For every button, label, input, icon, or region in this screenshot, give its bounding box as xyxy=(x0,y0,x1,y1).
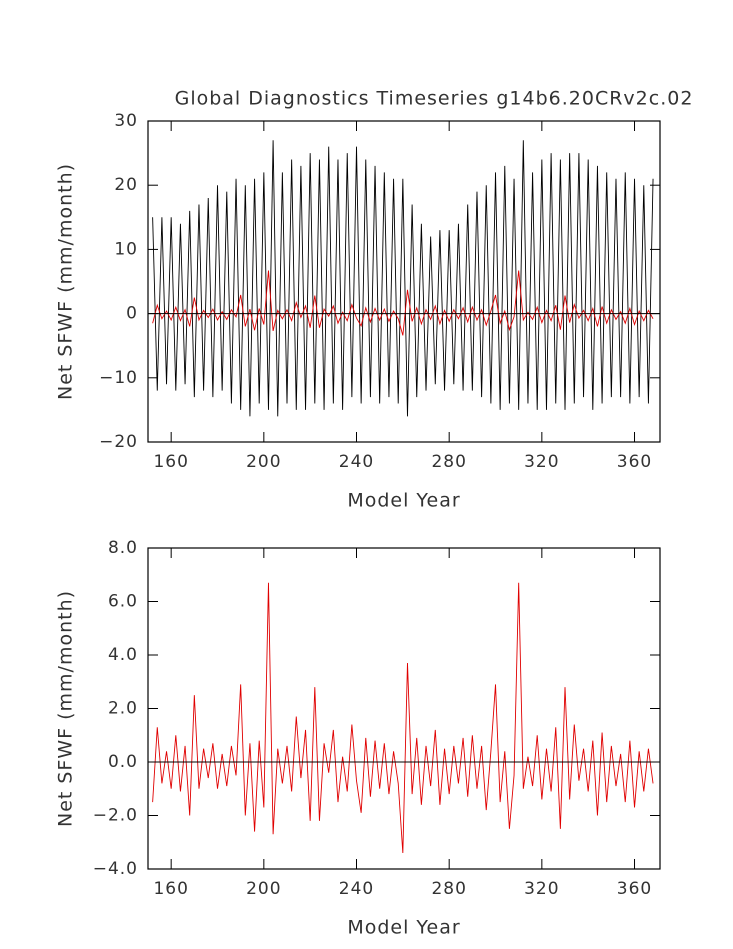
y-tick-label: −2.0 xyxy=(93,806,138,826)
y-tick-label: 20 xyxy=(114,175,138,195)
y-tick-label: 30 xyxy=(114,111,138,131)
y-axis-label: Net SFWF (mm/month) xyxy=(55,163,77,400)
series-line xyxy=(152,140,654,417)
plot-frame xyxy=(147,120,661,443)
x-axis-label: Model Year xyxy=(347,917,460,939)
y-axis-label: Net SFWF (mm/month) xyxy=(55,590,77,827)
x-tick-label: 360 xyxy=(617,879,652,899)
y-tick-label: 8.0 xyxy=(108,538,138,558)
y-tick-label: 0 xyxy=(126,304,138,324)
x-tick-label: 200 xyxy=(246,452,281,472)
series-line xyxy=(152,582,654,853)
y-tick-label: −10 xyxy=(99,368,138,388)
y-tick-label: 0.0 xyxy=(108,752,138,772)
y-tick-label: 6.0 xyxy=(108,592,138,612)
y-tick-label: 10 xyxy=(114,239,138,259)
y-tick-label: −20 xyxy=(99,432,138,452)
x-axis-label: Model Year xyxy=(347,490,460,512)
y-tick-label: 2.0 xyxy=(108,699,138,719)
x-tick-label: 280 xyxy=(431,452,466,472)
y-tick-label: −4.0 xyxy=(93,859,138,879)
x-tick-label: 320 xyxy=(524,452,559,472)
x-tick-label: 200 xyxy=(246,879,281,899)
x-tick-label: 160 xyxy=(153,452,188,472)
chart-title: Global Diagnostics Timeseries g14b6.20CR… xyxy=(175,88,694,110)
x-tick-label: 280 xyxy=(431,879,466,899)
x-tick-label: 160 xyxy=(153,879,188,899)
x-tick-label: 240 xyxy=(339,879,374,899)
x-tick-label: 360 xyxy=(617,452,652,472)
series-line xyxy=(152,270,654,336)
x-tick-label: 240 xyxy=(339,452,374,472)
y-tick-label: 4.0 xyxy=(108,645,138,665)
x-tick-label: 320 xyxy=(524,879,559,899)
